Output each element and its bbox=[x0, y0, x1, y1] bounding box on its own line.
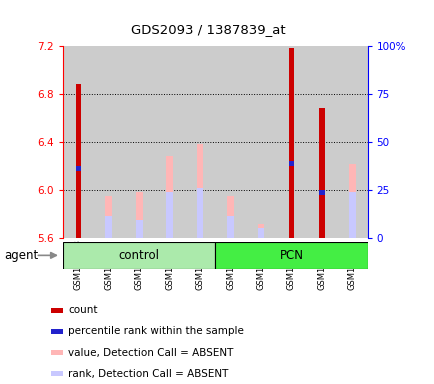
Text: rank, Detection Call = ABSENT: rank, Detection Call = ABSENT bbox=[68, 369, 228, 379]
Bar bbox=[215, 242, 367, 269]
Bar bbox=[50, 371, 63, 376]
Bar bbox=[50, 308, 63, 313]
Bar bbox=[50, 329, 63, 334]
Bar bbox=[227, 196, 233, 238]
Bar bbox=[227, 217, 233, 238]
Bar bbox=[276, 46, 306, 238]
Bar bbox=[348, 164, 355, 238]
Bar bbox=[63, 242, 215, 269]
Bar bbox=[105, 217, 112, 238]
Text: percentile rank within the sample: percentile rank within the sample bbox=[68, 326, 243, 336]
Bar bbox=[184, 46, 215, 238]
Bar bbox=[166, 156, 173, 238]
Bar bbox=[257, 223, 264, 238]
Bar bbox=[166, 192, 173, 238]
Bar bbox=[196, 188, 203, 238]
Bar bbox=[135, 192, 142, 238]
Bar bbox=[76, 166, 81, 171]
Bar bbox=[257, 228, 264, 238]
Bar bbox=[124, 46, 154, 238]
Text: agent: agent bbox=[4, 249, 39, 262]
Bar bbox=[50, 350, 63, 355]
Bar bbox=[336, 46, 367, 238]
Bar bbox=[196, 144, 203, 238]
Bar bbox=[215, 46, 245, 238]
Bar bbox=[319, 190, 324, 195]
Bar bbox=[245, 46, 276, 238]
Bar bbox=[288, 161, 293, 166]
Bar bbox=[105, 196, 112, 238]
Text: PCN: PCN bbox=[279, 249, 303, 262]
Bar bbox=[93, 46, 124, 238]
Bar bbox=[76, 84, 81, 238]
Bar bbox=[306, 46, 336, 238]
Bar bbox=[348, 192, 355, 238]
Bar bbox=[154, 46, 184, 238]
Text: GDS2093 / 1387839_at: GDS2093 / 1387839_at bbox=[131, 23, 286, 36]
Text: control: control bbox=[118, 249, 159, 262]
Bar bbox=[135, 220, 142, 238]
Text: count: count bbox=[68, 305, 98, 315]
Text: value, Detection Call = ABSENT: value, Detection Call = ABSENT bbox=[68, 348, 233, 358]
Bar bbox=[63, 46, 93, 238]
Bar bbox=[319, 108, 324, 238]
Bar bbox=[288, 48, 293, 238]
